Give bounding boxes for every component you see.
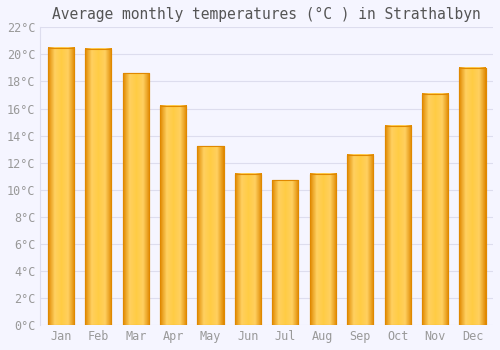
Bar <box>48 48 74 325</box>
Bar <box>347 155 374 325</box>
Bar <box>122 74 149 325</box>
Bar <box>198 146 224 325</box>
Bar <box>460 68 485 325</box>
Bar <box>160 106 186 325</box>
Bar <box>235 174 261 325</box>
Bar <box>347 155 374 325</box>
Bar <box>422 94 448 325</box>
Bar <box>272 180 298 325</box>
Bar <box>198 146 224 325</box>
Bar <box>48 48 74 325</box>
Bar <box>310 174 336 325</box>
Bar <box>272 180 298 325</box>
Bar <box>384 126 410 325</box>
Bar <box>422 94 448 325</box>
Bar <box>122 74 149 325</box>
Bar <box>160 106 186 325</box>
Bar <box>85 49 112 325</box>
Bar <box>235 174 261 325</box>
Bar <box>384 126 410 325</box>
Title: Average monthly temperatures (°C ) in Strathalbyn: Average monthly temperatures (°C ) in St… <box>52 7 481 22</box>
Bar <box>85 49 112 325</box>
Bar <box>460 68 485 325</box>
Bar <box>310 174 336 325</box>
